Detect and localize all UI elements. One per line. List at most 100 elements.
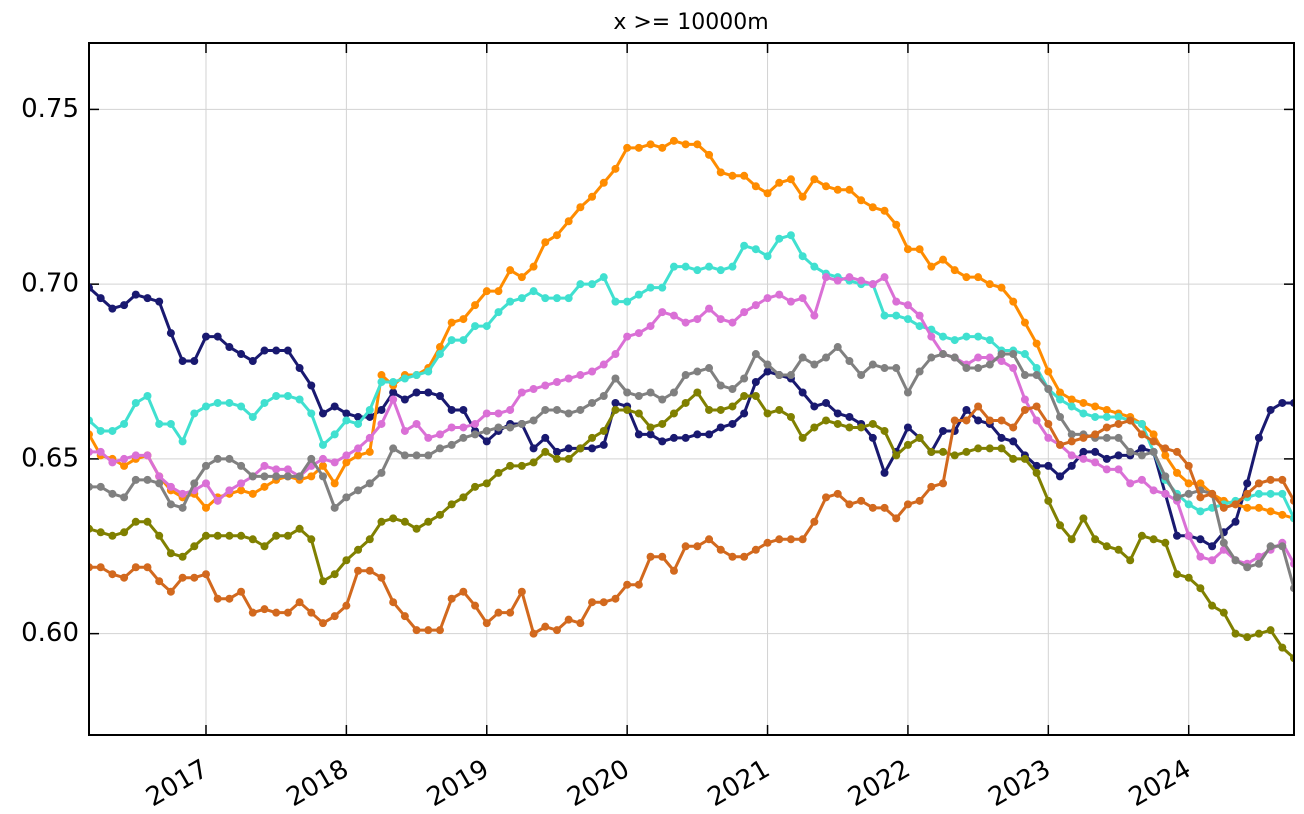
data-point xyxy=(1067,437,1076,446)
y-tick-label: 0.65 xyxy=(21,443,79,473)
data-point xyxy=(1278,398,1287,407)
data-point xyxy=(669,136,678,145)
data-point xyxy=(1254,629,1263,638)
data-point xyxy=(658,308,667,317)
data-point xyxy=(482,409,491,418)
data-point xyxy=(96,563,105,572)
data-point xyxy=(1020,405,1029,414)
data-point xyxy=(576,444,585,453)
data-point xyxy=(248,412,257,421)
data-point xyxy=(1278,475,1287,484)
data-point xyxy=(646,552,655,561)
data-point xyxy=(658,552,667,561)
data-point xyxy=(1184,461,1193,470)
data-point xyxy=(892,311,901,320)
data-point xyxy=(716,545,725,554)
data-point xyxy=(564,409,573,418)
data-point xyxy=(552,626,561,635)
data-point xyxy=(681,140,690,149)
series-line xyxy=(89,275,1294,566)
plot-area xyxy=(89,136,1294,663)
data-point xyxy=(705,430,714,439)
data-point xyxy=(1173,447,1182,456)
data-point xyxy=(962,416,971,425)
data-point xyxy=(1020,371,1029,380)
data-point xyxy=(798,294,807,303)
data-point xyxy=(541,433,550,442)
data-point xyxy=(295,598,304,607)
data-point xyxy=(459,423,468,432)
data-point xyxy=(611,594,620,603)
data-point xyxy=(447,405,456,414)
data-point xyxy=(529,385,538,393)
data-point xyxy=(974,402,983,411)
data-point xyxy=(225,531,234,540)
data-point xyxy=(1056,472,1065,481)
data-point xyxy=(939,447,948,456)
x-tick-label: 2018 xyxy=(282,754,354,813)
data-point xyxy=(1266,626,1275,635)
data-point xyxy=(903,315,912,324)
data-point xyxy=(342,416,351,425)
data-point xyxy=(740,241,749,250)
data-point xyxy=(681,262,690,271)
data-point xyxy=(634,430,643,439)
data-point xyxy=(716,315,725,324)
data-point xyxy=(552,454,561,463)
data-point xyxy=(1114,545,1123,554)
data-point xyxy=(564,294,573,303)
data-point xyxy=(903,388,912,397)
data-point xyxy=(1102,412,1111,421)
data-point xyxy=(96,294,105,303)
data-point xyxy=(307,454,316,463)
data-point xyxy=(459,587,468,596)
data-point xyxy=(798,388,807,397)
data-point xyxy=(1231,556,1240,565)
data-point xyxy=(634,290,643,299)
data-point xyxy=(950,451,959,460)
data-point xyxy=(611,398,620,407)
data-point xyxy=(810,360,819,369)
data-point xyxy=(447,500,456,509)
data-point xyxy=(833,343,842,352)
data-point xyxy=(120,461,129,470)
data-point xyxy=(506,423,515,432)
data-point xyxy=(634,580,643,589)
data-point xyxy=(377,378,386,387)
y-tick-label: 0.70 xyxy=(21,269,79,299)
data-point xyxy=(1208,556,1217,565)
data-point xyxy=(658,283,667,292)
data-point xyxy=(131,451,140,460)
data-point xyxy=(1056,395,1065,404)
data-point xyxy=(1219,538,1228,547)
data-point xyxy=(377,371,386,380)
data-point xyxy=(389,444,398,453)
series-line xyxy=(89,404,1294,636)
data-point xyxy=(96,447,105,456)
data-point xyxy=(260,482,269,491)
data-point xyxy=(751,350,760,359)
data-point xyxy=(1114,412,1123,421)
data-point xyxy=(915,496,924,505)
data-point xyxy=(155,531,164,540)
data-point xyxy=(786,535,795,544)
data-point xyxy=(693,266,702,275)
data-point xyxy=(1196,493,1205,502)
data-point xyxy=(822,416,831,425)
data-point xyxy=(482,437,491,446)
data-point xyxy=(1126,479,1135,488)
data-point xyxy=(389,388,398,397)
data-point xyxy=(260,346,269,355)
data-point xyxy=(962,364,971,373)
data-point xyxy=(1009,437,1018,446)
data-point xyxy=(681,542,690,551)
data-point xyxy=(646,322,655,331)
data-point xyxy=(1020,395,1029,404)
data-point xyxy=(541,622,550,631)
data-point xyxy=(517,461,526,470)
data-point xyxy=(400,451,409,460)
data-point xyxy=(1102,454,1111,463)
data-point xyxy=(1044,367,1053,376)
data-point xyxy=(108,458,117,467)
data-point xyxy=(471,301,480,310)
